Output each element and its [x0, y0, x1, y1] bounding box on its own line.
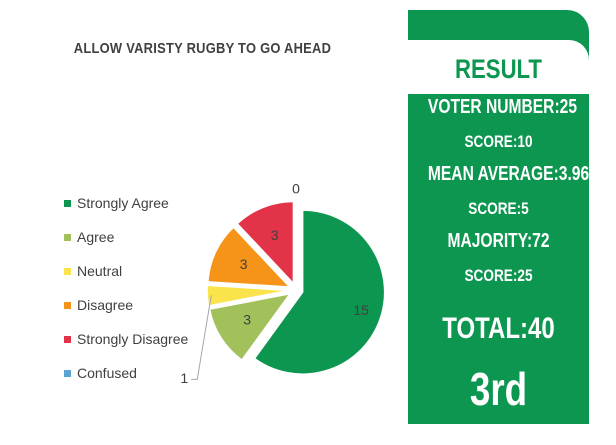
pie-chart: 15 3 1 3 3 0 [180, 181, 386, 386]
legend-item-neutral: Neutral [64, 254, 188, 288]
mean-average: MEAN AVERAGE:3.96 [427, 163, 590, 185]
legend-label: Agree [77, 229, 115, 245]
legend-swatch [64, 267, 71, 275]
legend-item-agree: Agree [64, 220, 188, 254]
result-header [408, 40, 589, 94]
majority-score: SCORE:25 [464, 266, 533, 285]
legend-swatch [64, 335, 71, 343]
result-panel: RESULT VOTER NUMBER:25 SCORE:10 MEAN AVE… [408, 10, 589, 424]
legend-label: Strongly Disagree [77, 331, 189, 347]
voter-number: VOTER NUMBER:25 [427, 96, 577, 118]
legend-item-disagree: Disagree [64, 288, 188, 322]
leader-line [191, 295, 212, 380]
legend-swatch [64, 369, 71, 377]
pie-slice-strongly-agree [253, 209, 386, 375]
majority: MAJORITY:72 [447, 230, 550, 252]
pie-slice-strongly-disagree [236, 200, 295, 286]
legend-swatch [64, 199, 71, 207]
legend-label: Strongly Agree [77, 195, 169, 211]
chart-legend: Strongly Agree Agree Neutral Disagree St… [64, 186, 188, 390]
legend-label: Neutral [77, 263, 123, 279]
data-label-agree: 3 [243, 312, 251, 328]
data-label-confused: 0 [292, 181, 300, 197]
legend-item-confused: Confused [64, 356, 188, 390]
data-label-strongly-agree: 15 [353, 302, 369, 318]
chart-title: ALLOW VARISTY RUGBY TO GO AHEAD [73, 40, 332, 57]
legend-label: Disagree [77, 297, 134, 313]
legend-label: Confused [77, 365, 137, 381]
data-label-neutral: 1 [180, 370, 188, 386]
legend-item-strongly-disagree: Strongly Disagree [64, 322, 188, 356]
data-label-strongly-disagree: 3 [271, 227, 279, 243]
legend-swatch [64, 301, 71, 309]
pie-slice-disagree [207, 226, 292, 288]
legend-item-strongly-agree: Strongly Agree [64, 186, 188, 220]
mean-score: SCORE:5 [468, 199, 529, 218]
pie-slice-agree [208, 292, 292, 362]
data-label-disagree: 3 [240, 256, 248, 272]
voter-score: SCORE:10 [464, 132, 533, 151]
result-title: RESULT [455, 54, 542, 84]
rank: 3rd [469, 363, 528, 415]
total: TOTAL:40 [442, 312, 555, 345]
pie-slice-neutral [206, 284, 290, 307]
legend-swatch [64, 233, 71, 241]
